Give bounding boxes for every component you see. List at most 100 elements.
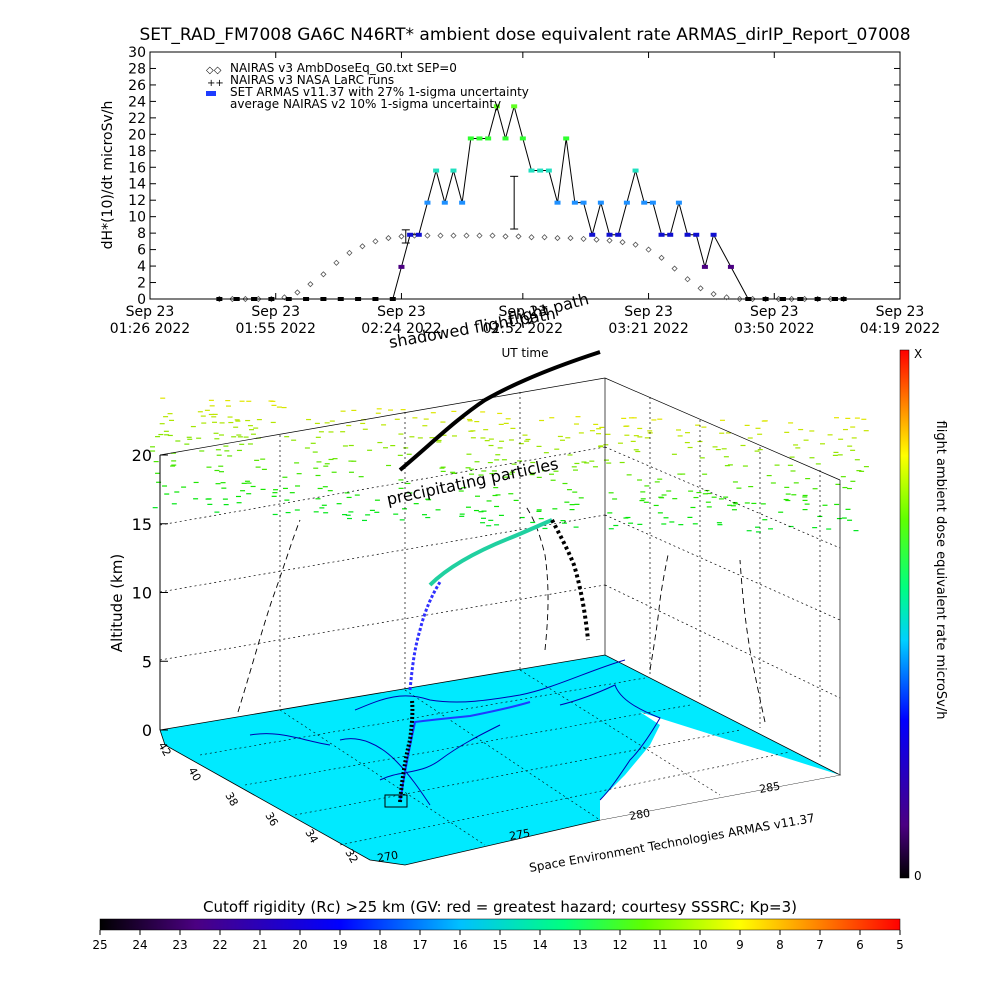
armas-point xyxy=(398,264,405,269)
y-tick-label: 20 xyxy=(128,127,146,143)
legend-entry: NAIRAS v3 NASA LaRC runs xyxy=(230,73,394,87)
altitude-tick-label: 0 xyxy=(142,721,152,740)
legend: ◇◇ NAIRAS v3 AmbDoseEq_G0.txt SEP=0 ++ NAIR… xyxy=(206,61,529,111)
nairas-point xyxy=(385,235,392,242)
y-tick-label: 6 xyxy=(137,243,146,259)
armas-point xyxy=(303,297,310,301)
nairas-point xyxy=(645,246,652,253)
y-tick-label: 0 xyxy=(137,292,146,308)
x-tick-label-date: Sep 23 xyxy=(499,304,548,320)
latitude-tick-label: 34 xyxy=(302,827,320,846)
x-tick-label-time: 02:24 2022 xyxy=(361,321,441,337)
rigidity-tick-label: 25 xyxy=(92,938,107,952)
latitude-tick-label: 36 xyxy=(262,810,280,829)
dose-colorbar xyxy=(899,349,910,879)
altitude-axis: 0 5 10 15 20 xyxy=(132,446,168,740)
rigidity-tick-label: 7 xyxy=(816,938,824,952)
y-tick-label: 22 xyxy=(128,111,146,127)
rigidity-tick-label: 17 xyxy=(412,938,427,952)
armas-point xyxy=(571,200,578,205)
armas-point xyxy=(762,297,769,301)
nairas-point xyxy=(723,294,730,301)
precipitating-particles-cloud xyxy=(150,397,869,533)
armas-point xyxy=(667,232,674,237)
nairas-point xyxy=(593,236,600,243)
legend-entry: SET ARMAS v11.37 with 27% 1-sigma uncert… xyxy=(230,85,529,99)
departure-box xyxy=(384,794,408,808)
legend-entry: average NAIRAS v2 10% 1-sigma uncertaint… xyxy=(230,97,501,111)
armas-point xyxy=(519,136,526,141)
x-tick-label-date: Sep 23 xyxy=(126,304,175,320)
altitude-tick-label: 5 xyxy=(142,652,152,671)
colorbar-title: Cutoff rigidity (Rc) >25 km (GV: red = g… xyxy=(203,898,797,916)
nairas-point xyxy=(515,233,522,240)
rigidity-tick-label: 16 xyxy=(452,938,467,952)
rigidity-tick-label: 22 xyxy=(212,938,227,952)
rigidity-tick-label: 5 xyxy=(896,938,904,952)
nairas-point xyxy=(606,237,613,244)
y-tick-label: 14 xyxy=(128,177,146,193)
x-axis-label: UT time xyxy=(501,346,548,360)
x-tick-label-date: Sep 23 xyxy=(377,304,426,320)
armas-point xyxy=(632,168,639,173)
nairas-point xyxy=(476,232,483,239)
y-tick-label: 10 xyxy=(128,210,146,226)
armas-point xyxy=(389,297,396,301)
map-coastlines xyxy=(249,659,661,806)
armas-point xyxy=(589,232,596,237)
data-series xyxy=(216,104,847,303)
dose-colorbar-min: 0 xyxy=(914,869,922,883)
armas-point xyxy=(493,104,500,109)
armas-line xyxy=(219,104,844,300)
nairas-point xyxy=(736,295,743,303)
x-tick-label-time: 03:50 2022 xyxy=(734,321,814,337)
x-tick-label-date: Sep 23 xyxy=(750,304,799,320)
nairas-point xyxy=(502,233,509,240)
rigidity-tick-label: 14 xyxy=(532,938,547,952)
armas-point xyxy=(641,200,648,205)
armas-point xyxy=(580,200,587,205)
legend-marker-bar xyxy=(206,91,216,96)
x-tick-label-time: 03:21 2022 xyxy=(608,321,688,337)
back-wall-grid xyxy=(159,377,841,775)
rigidity-ticks: 25 24 23 22 21 20 19 18 17 16 15 14 13 12 11 10 9 8 7 6 5 xyxy=(92,930,904,952)
armas-point xyxy=(563,136,570,141)
nairas-point xyxy=(684,276,691,283)
latitude-ticks: 42 40 38 36 34 32 xyxy=(155,740,360,866)
rigidity-tick-label: 13 xyxy=(572,938,587,952)
armas-point xyxy=(511,104,518,109)
armas-point xyxy=(415,232,422,237)
dose-colorbar-label: flight ambient dose equivalent rate micr… xyxy=(933,421,948,720)
y-tick-label: 28 xyxy=(128,61,146,77)
nairas-point xyxy=(333,259,340,266)
nairas-point xyxy=(437,232,444,239)
x-tick-label-date: Sep 23 xyxy=(251,304,300,320)
nairas-point xyxy=(580,235,587,242)
rigidity-tick-label: 15 xyxy=(492,938,507,952)
x-tick-label-date: Sep 23 xyxy=(624,304,673,320)
armas-point xyxy=(554,200,561,205)
armas-point xyxy=(658,232,665,237)
nairas-point xyxy=(710,290,717,298)
y-axis-label: dH*(10)/dt microSv/h xyxy=(100,101,116,250)
longitude-tick-label: 270 xyxy=(376,849,399,865)
nairas-point xyxy=(632,241,639,248)
armas-point xyxy=(779,297,786,301)
plot-frame xyxy=(149,51,901,300)
armas-point xyxy=(372,297,379,301)
armas-point xyxy=(450,168,457,173)
y-tick-label: 24 xyxy=(128,94,146,110)
legend-marker-cross: ++ xyxy=(207,78,224,89)
x-tick-label-time: 04:19 2022 xyxy=(860,321,940,337)
y-tick-label: 30 xyxy=(128,45,146,61)
cutoff-rigidity-colorbar: Cutoff rigidity (Rc) >25 km (GV: red = g… xyxy=(92,898,903,952)
latitude-tick-label: 38 xyxy=(222,790,240,809)
nairas-point xyxy=(658,254,665,261)
altitude-3d-panel: flight path shadowed flight path precipi… xyxy=(108,289,948,883)
altitude-tick-label: 10 xyxy=(132,584,152,603)
x-tick-label-time: 02:52 2022 xyxy=(483,321,563,337)
latitude-tick-label: 32 xyxy=(342,847,360,866)
